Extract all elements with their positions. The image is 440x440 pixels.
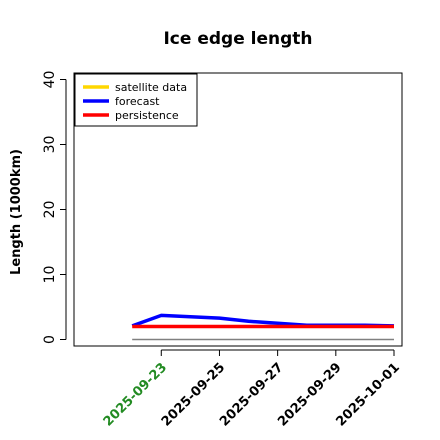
plot-frame xyxy=(73,72,403,347)
chart-title: Ice edge length xyxy=(163,29,312,49)
legend-label: forecast xyxy=(115,95,160,108)
legend-label: persistence xyxy=(115,109,179,122)
y-tick-label: 0 xyxy=(42,335,58,344)
y-tick-label: 40 xyxy=(42,71,58,89)
plot-area: 0102030402025-09-232025-09-252025-09-272… xyxy=(42,71,403,430)
legend-label: satellite data xyxy=(115,81,187,94)
series-line-forecast xyxy=(131,313,395,328)
y-axis-label: Length (1000km) xyxy=(9,149,24,275)
y-tick-label: 20 xyxy=(42,201,58,219)
y-tick-label: 30 xyxy=(42,136,58,154)
y-tick-label: 10 xyxy=(42,266,58,284)
